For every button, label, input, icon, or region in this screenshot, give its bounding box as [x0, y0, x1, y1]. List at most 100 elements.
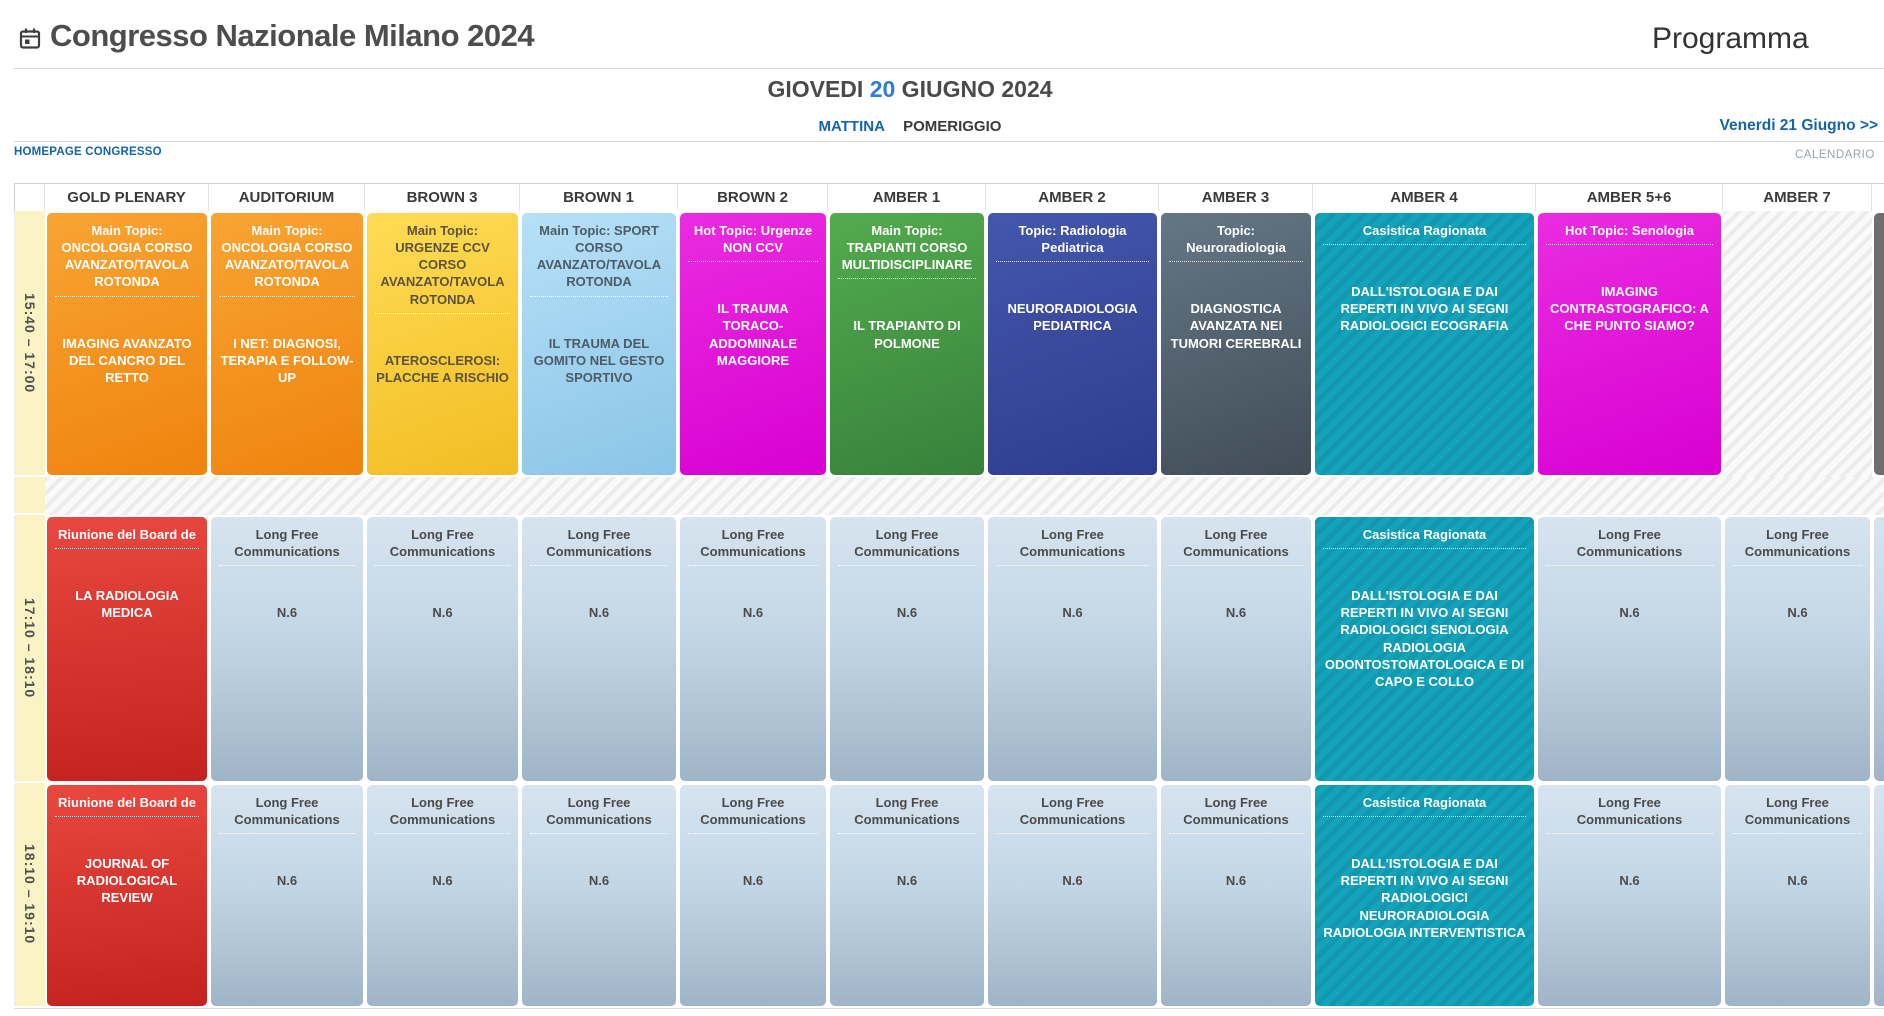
- date-day-name: GIOVEDI: [767, 76, 870, 102]
- schedule-cell: Long Free Communications N.6: [209, 515, 365, 783]
- session-block[interactable]: Riunione del Board de LA RADIOLOGIA MEDIC…: [47, 517, 207, 781]
- session-topic: Main Topic: SPORT CORSO AVANZATO/TAVOLA …: [536, 223, 662, 290]
- session-block[interactable]: [1874, 785, 1884, 1006]
- room-header: AMBER 7: [1723, 183, 1872, 211]
- topic-divider: [1323, 548, 1526, 550]
- session-block[interactable]: Long Free Communications N.6: [1161, 785, 1311, 1006]
- schedule-cell: Long Free Communications N.6: [678, 515, 828, 783]
- schedule-grid: GOLD PLENARY AUDITORIUM BROWN 3 BROWN 1 BROW…: [14, 183, 1884, 1009]
- session-title: IMAGING CONTRASTOGRAFICO: A CHE PUNTO SI…: [1550, 284, 1709, 334]
- topic-divider: [996, 565, 1149, 567]
- session-topic: Riunione del Board de: [58, 795, 196, 810]
- session-block[interactable]: Long Free Communications N.6: [211, 785, 363, 1006]
- schedule-cell: Main Topic: URGENZE CCV CORSO AVANZATO/T…: [365, 211, 520, 477]
- session-title: LA RADIOLOGIA MEDICA: [75, 588, 179, 621]
- schedule-cell: Long Free Communications N.6: [1723, 515, 1872, 783]
- schedule-cell: Casistica Ragionata DALL'ISTOLOGIA E DAI …: [1313, 515, 1536, 783]
- session-topic: Hot Topic: Senologia: [1564, 223, 1695, 238]
- session-topic: Long Free Communications: [1744, 795, 1851, 828]
- header-divider-bottom: [14, 141, 1884, 142]
- session-topic: Main Topic: TRAPIANTI CORSO MULTIDISCIPL…: [841, 223, 973, 273]
- room-header: [1872, 183, 1884, 211]
- schedule-cell: Main Topic: SPORT CORSO AVANZATO/TAVOLA …: [520, 211, 678, 477]
- session-block[interactable]: Hot Topic: Urgenze NON CCV IL TRAUMA TORA…: [680, 213, 826, 475]
- session-block[interactable]: Main Topic: ONCOLOGIA CORSO AVANZATO/TAV…: [211, 213, 363, 475]
- room-header: AMBER 3: [1159, 183, 1313, 211]
- session-block[interactable]: Hot Topic: Senologia IMAGING CONTRASTOGRA…: [1538, 213, 1721, 475]
- session-block[interactable]: Long Free Communications N.6: [1725, 785, 1870, 1006]
- session-topic: Long Free Communications: [854, 795, 960, 828]
- session-block[interactable]: Topic: Neuroradiologia DIAGNOSTICA AVANZA…: [1161, 213, 1311, 475]
- time-column-header: [14, 183, 45, 211]
- session-block[interactable]: Long Free Communications N.6: [988, 517, 1157, 781]
- time-slot-cell: 18:10 – 19:10: [14, 783, 45, 1008]
- session-title: IMAGING AVANZATO DEL CANCRO DEL RETTO: [62, 335, 192, 385]
- session-block[interactable]: Long Free Communications N.6: [1161, 517, 1311, 781]
- session-block[interactable]: Long Free Communications N.6: [211, 517, 363, 781]
- session-topic: Riunione del Board de: [58, 527, 196, 542]
- session-block[interactable]: Main Topic: URGENZE CCV CORSO AVANZATO/T…: [367, 213, 518, 475]
- session-block[interactable]: Long Free Communications N.6: [522, 517, 676, 781]
- homepage-link[interactable]: HOMEPAGE CONGRESSO: [14, 146, 162, 158]
- session-title: N.6: [1787, 605, 1808, 621]
- room-header: AMBER 1: [828, 183, 986, 211]
- header-divider-top: [14, 68, 1884, 69]
- topic-divider: [1323, 244, 1526, 246]
- session-block[interactable]: Long Free Communications N.6: [830, 785, 984, 1006]
- session-title: N.6: [432, 873, 453, 889]
- session-block[interactable]: Long Free Communications N.6: [988, 785, 1157, 1006]
- tab-pomeriggio[interactable]: POMERIGGIO: [903, 118, 1002, 135]
- session-title: N.6: [588, 605, 610, 621]
- schedule-cell: Long Free Communications N.6: [678, 783, 828, 1008]
- topic-divider: [1169, 261, 1303, 263]
- session-block[interactable]: Long Free Communications N.6: [680, 517, 826, 781]
- room-header: GOLD PLENARY: [45, 183, 209, 211]
- session-block[interactable]: Long Free Communications N.6: [367, 517, 518, 781]
- session-block[interactable]: Casistica Ragionata DALL'ISTOLOGIA E DAI …: [1315, 517, 1534, 781]
- session-block[interactable]: Long Free Communications N.6: [1538, 517, 1721, 781]
- topic-divider: [1733, 833, 1862, 835]
- session-block[interactable]: Casistica Ragionata DALL'ISTOLOGIA E DAI …: [1315, 213, 1534, 475]
- session-title: N.6: [588, 873, 610, 889]
- schedule-cell: [1723, 211, 1872, 477]
- session-block[interactable]: [1874, 517, 1884, 781]
- page-title-programma: Programma: [1652, 22, 1809, 55]
- session-block[interactable]: Riunione del Board de JOURNAL OF RADIOLOG…: [47, 785, 207, 1006]
- next-day-link[interactable]: Venerdi 21 Giugno >>: [1719, 117, 1879, 134]
- topic-divider: [219, 565, 355, 567]
- topic-divider: [530, 833, 668, 835]
- session-block[interactable]: Long Free Communications N.6: [680, 785, 826, 1006]
- topic-divider: [219, 833, 355, 835]
- session-topic: Casistica Ragionata: [1362, 223, 1487, 238]
- session-title: DIAGNOSTICA AVANZATA NEI TUMORI CEREBRAL…: [1170, 301, 1302, 351]
- session-block[interactable]: Long Free Communications N.6: [367, 785, 518, 1006]
- topic-divider: [55, 816, 199, 818]
- session-block[interactable]: Topic: Radiologia Pediatrica NEURORADIOLO…: [988, 213, 1157, 475]
- schedule-cell: Riunione del Board de LA RADIOLOGIA MEDIC…: [45, 515, 209, 783]
- topic-divider: [688, 833, 818, 835]
- session-block[interactable]: Main Topic: TRAPIANTI CORSO MULTIDISCIPL…: [830, 213, 984, 475]
- date-month-year: GIUGNO 2024: [895, 76, 1053, 102]
- session-topic: Topic: Radiologia Pediatrica: [1018, 223, 1127, 256]
- session-block[interactable]: Main Topic: ONCOLOGIA CORSO AVANZATO/TAV…: [47, 213, 207, 475]
- session-block[interactable]: Main Topic: SPORT CORSO AVANZATO/TAVOLA …: [522, 213, 676, 475]
- session-title: DALL'ISTOLOGIA E DAI REPERTI IN VIVO AI …: [1340, 284, 1509, 334]
- session-block[interactable]: Long Free Communications N.6: [1538, 785, 1721, 1006]
- calendario-link[interactable]: CALENDARIO: [1795, 149, 1875, 161]
- date-day-number: 20: [869, 76, 896, 102]
- schedule-cell: Long Free Communications N.6: [986, 783, 1159, 1008]
- tab-mattina[interactable]: MATTINA: [818, 118, 885, 135]
- session-topic: Long Free Communications: [700, 527, 806, 560]
- session-block[interactable]: Casistica Ragionata DALL'ISTOLOGIA E DAI …: [1315, 785, 1534, 1006]
- session-block[interactable]: Long Free Communications N.6: [830, 517, 984, 781]
- topic-divider: [375, 565, 510, 567]
- session-block[interactable]: Long Free Communications N.6: [1725, 517, 1870, 781]
- session-block[interactable]: Long Free Communications N.6: [522, 785, 676, 1006]
- schedule-cell: Long Free Communications N.6: [1536, 515, 1723, 783]
- session-title: NEURORADIOLOGIA PEDIATRICA: [1007, 301, 1138, 334]
- time-gap-cell: [14, 477, 45, 515]
- topic-divider: [219, 295, 355, 297]
- partial-session-block[interactable]: [1874, 213, 1884, 475]
- schedule-cell: Topic: Radiologia Pediatrica NEURORADIOLO…: [986, 211, 1159, 477]
- topic-divider: [1546, 244, 1713, 246]
